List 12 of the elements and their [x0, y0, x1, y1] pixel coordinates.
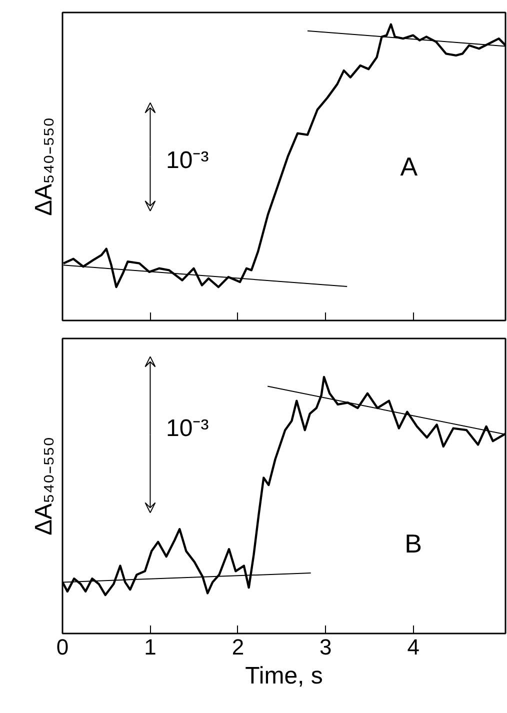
y-axis-title: ΔA₅₄₀₋₅₅₀ [30, 117, 58, 216]
x-tick-label: 1 [144, 634, 156, 660]
x-tick-label: 2 [232, 634, 244, 660]
x-tick-label: 0 [56, 634, 69, 660]
x-axis-title: Time, s [245, 662, 323, 690]
y-axis-title: ΔA₅₄₀₋₅₅₀ [30, 436, 58, 536]
annotation: B [404, 528, 422, 559]
x-tick-label: 3 [320, 634, 332, 660]
annotation: A [400, 152, 418, 182]
annotation: 10⁻³ [166, 147, 209, 174]
annotation: 10⁻³ [166, 414, 209, 442]
x-tick-label: 4 [407, 634, 420, 660]
